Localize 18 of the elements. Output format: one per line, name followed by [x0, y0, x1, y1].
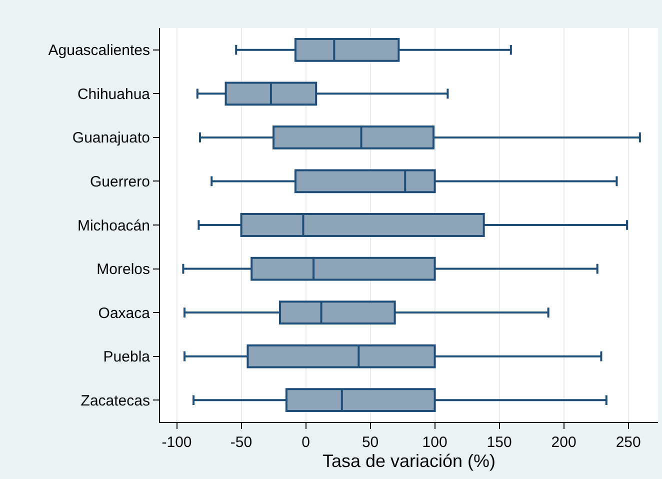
y-tick-label: Guanajuato [72, 130, 150, 147]
x-axis-title: Tasa de variación (%) [322, 451, 496, 471]
x-tick-label: 200 [551, 434, 576, 451]
x-tick-label: 0 [302, 434, 310, 451]
y-tick-label: Morelos [96, 261, 150, 278]
x-tick-label: 250 [616, 434, 641, 451]
x-tick-label: 150 [486, 434, 512, 451]
y-tick-label: Chihuahua [77, 86, 151, 103]
x-tick-label: -50 [230, 434, 252, 451]
x-tick-label: 100 [422, 434, 448, 451]
y-tick-label: Aguascalientes [48, 42, 150, 60]
x-tick-label: -100 [162, 434, 192, 451]
y-tick-label: Oaxaca [98, 304, 151, 322]
y-tick-label: Puebla [103, 348, 151, 366]
x-tick-label: 50 [362, 434, 379, 451]
y-tick-label: Zacatecas [80, 392, 150, 410]
y-tick-label: Michoacán [77, 217, 150, 234]
y-tick-label: Guerrero [90, 173, 150, 190]
